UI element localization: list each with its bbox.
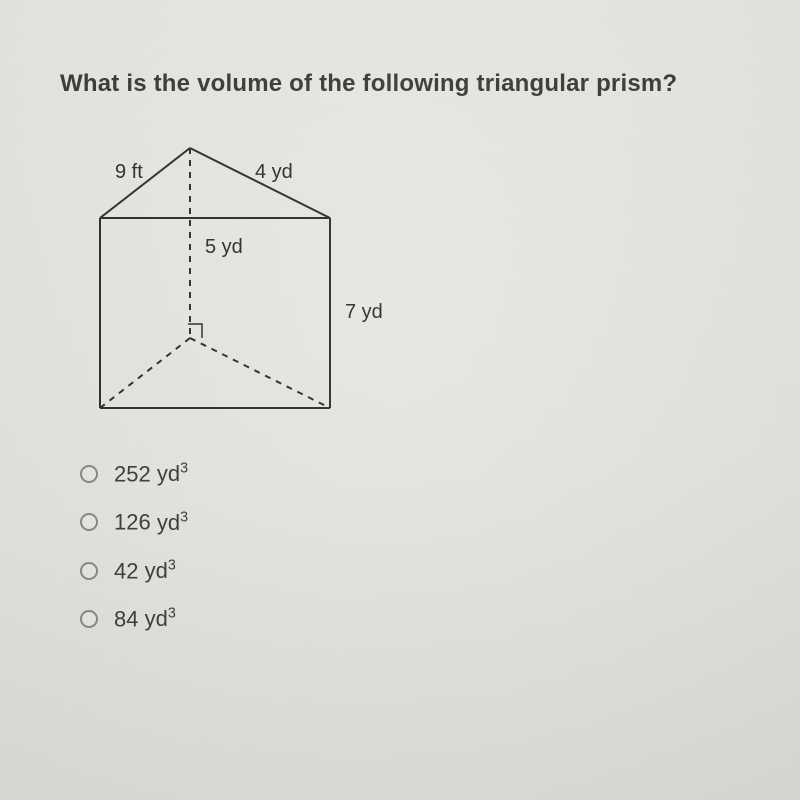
svg-text:4 yd: 4 yd [255, 161, 293, 183]
svg-text:7 yd: 7 yd [345, 301, 383, 323]
option-unit: yd3 [157, 461, 188, 486]
answer-options: 252 yd3 126 yd3 42 yd3 84 yd3 [80, 461, 760, 632]
radio-icon [80, 465, 98, 483]
option-value: 126 [114, 510, 151, 535]
option-value: 42 [114, 558, 138, 583]
prism-svg: 9 ft 4 yd 5 yd 7 yd [60, 138, 400, 428]
option-unit: yd3 [145, 606, 176, 631]
option-unit: yd3 [145, 558, 176, 583]
option-value: 84 [114, 606, 138, 631]
svg-text:9 ft: 9 ft [115, 161, 143, 183]
option-b[interactable]: 126 yd3 [80, 509, 760, 535]
option-c[interactable]: 42 yd3 [80, 558, 760, 584]
option-value: 252 [114, 461, 151, 486]
question-text: What is the volume of the following tria… [60, 70, 760, 98]
svg-text:5 yd: 5 yd [205, 236, 243, 258]
option-label: 126 yd3 [114, 509, 188, 535]
radio-icon [80, 562, 98, 580]
option-a[interactable]: 252 yd3 [80, 461, 760, 487]
option-d[interactable]: 84 yd3 [80, 606, 760, 632]
option-label: 42 yd3 [114, 558, 176, 584]
worksheet-page: What is the volume of the following tria… [0, 0, 800, 800]
option-label: 84 yd3 [114, 606, 176, 632]
prism-figure: 9 ft 4 yd 5 yd 7 yd [60, 138, 760, 433]
option-unit: yd3 [157, 510, 188, 535]
radio-icon [80, 610, 98, 628]
radio-icon [80, 513, 98, 531]
option-label: 252 yd3 [114, 461, 188, 487]
